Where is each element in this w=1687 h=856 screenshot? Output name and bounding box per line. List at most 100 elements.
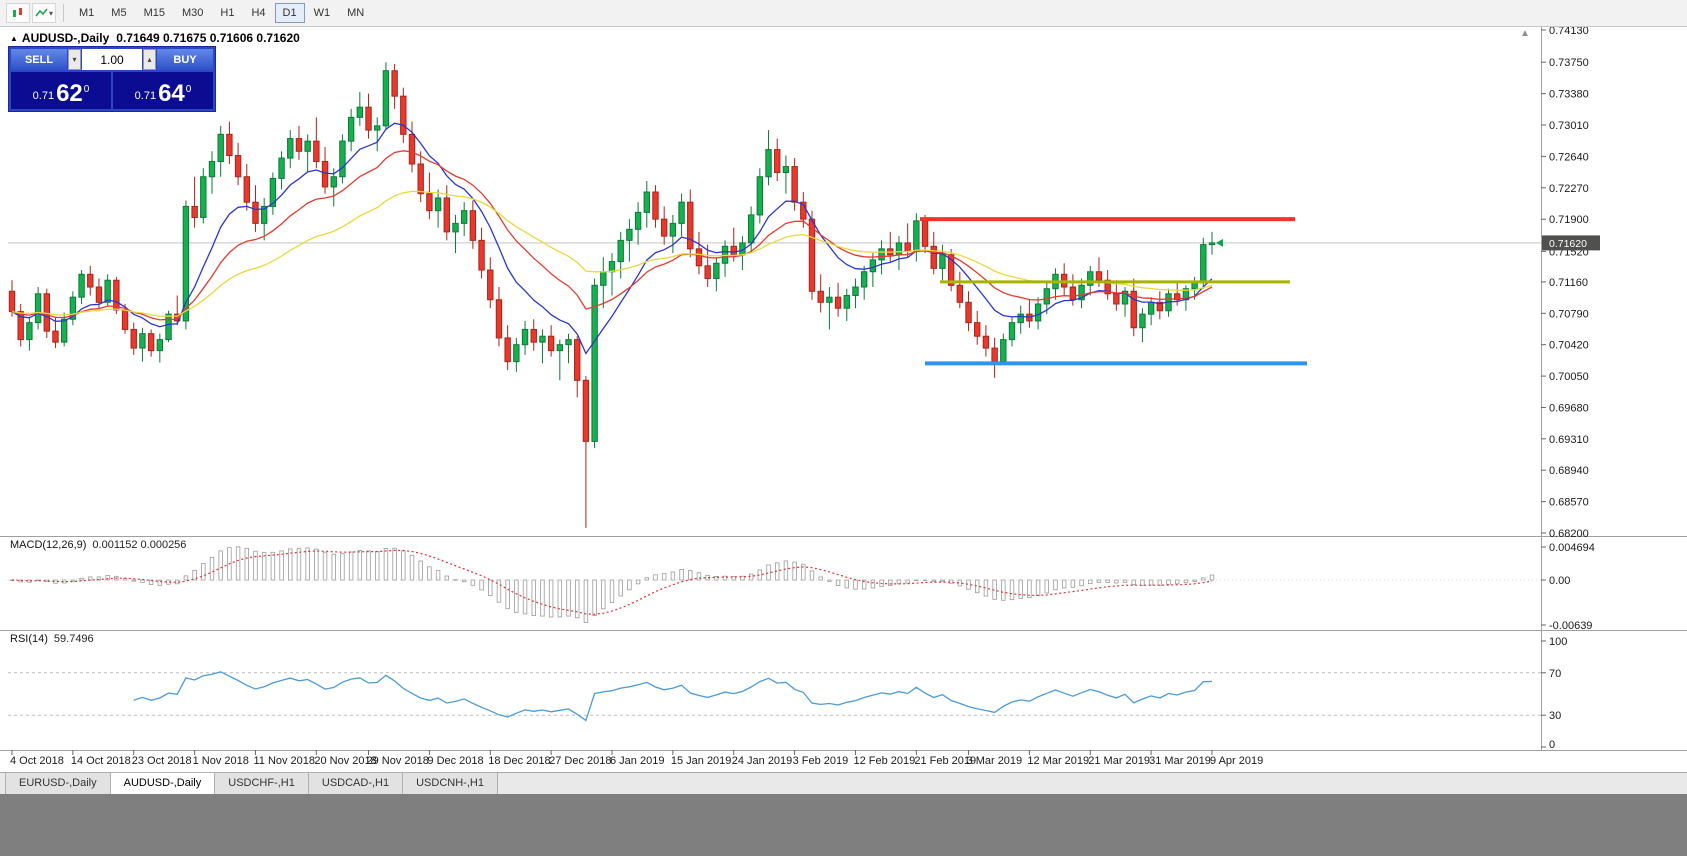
candle	[782, 166, 790, 174]
timeframe-button-w1[interactable]: W1	[313, 7, 331, 19]
candle	[234, 155, 242, 178]
candle	[217, 133, 224, 162]
candle	[417, 163, 424, 195]
candle	[139, 333, 146, 349]
timeframe-button-h1[interactable]: H1	[220, 7, 235, 19]
candle	[469, 210, 477, 241]
rsi-axis-label: 100	[1549, 636, 1567, 648]
buy-price-display[interactable]: 0.71 64 0	[113, 72, 213, 109]
candle	[1087, 271, 1094, 286]
price-axis-label: 0.73750	[1549, 57, 1589, 69]
dropdown-caret-icon: ▾	[48, 8, 53, 18]
chart-tab-usdcnh-h1[interactable]: USDCNH-,H1	[402, 772, 498, 794]
chart-tab-eurusd-daily[interactable]: EURUSD-,Daily	[5, 772, 111, 794]
buy-price-prefix: 0.71	[134, 90, 157, 102]
candle	[200, 176, 207, 218]
buy-button[interactable]: BUY	[157, 49, 213, 70]
timeframe-button-d1[interactable]: D1	[274, 3, 305, 23]
candle	[1043, 288, 1050, 305]
candle	[1121, 290, 1129, 305]
candle	[756, 176, 764, 216]
candle	[1147, 301, 1155, 315]
timeframe-button-mn[interactable]: MN	[347, 7, 365, 19]
price-axis-label: 0.73010	[1549, 120, 1589, 132]
candle	[1174, 293, 1181, 301]
candle	[495, 299, 503, 339]
candle	[487, 269, 494, 301]
candle	[904, 242, 911, 252]
candle	[1017, 313, 1024, 324]
candle	[660, 218, 668, 237]
last-price-marker	[1216, 238, 1223, 247]
candle	[365, 106, 372, 131]
candle	[26, 322, 33, 341]
bid-price-badge	[1542, 235, 1600, 251]
candle	[434, 197, 442, 212]
candle	[895, 242, 903, 256]
candlestick-glyph	[13, 8, 22, 17]
timeframe-button-m1[interactable]: M1	[79, 7, 95, 19]
rsi-name: RSI(14)	[10, 633, 48, 645]
one-click-trading-panel: SELL ▾ 1.00 ▴ BUY 0.71 62 0 0.71 64 0	[8, 46, 216, 112]
candle	[208, 160, 216, 178]
candle	[1200, 244, 1207, 284]
candle	[678, 201, 685, 224]
candle	[260, 205, 268, 224]
one-click-collapse-icon[interactable]: ▲	[10, 34, 18, 43]
candle	[791, 166, 798, 203]
candle	[556, 344, 564, 352]
candle	[774, 149, 781, 174]
candle	[869, 259, 877, 273]
candle	[156, 339, 164, 352]
candle	[147, 333, 155, 352]
chart-tab-usdcad-h1[interactable]: USDCAD-,H1	[307, 772, 404, 794]
chart-scroll-icon[interactable]: ▲	[1520, 28, 1530, 39]
chart-tab-usdchf-h1[interactable]: USDCHF-,H1	[214, 772, 309, 794]
time-axis-label: 12 Mar 2019	[1027, 755, 1089, 767]
macd-name: MACD(12,26,9)	[10, 539, 87, 551]
ma-40-line	[11, 190, 1213, 317]
candle	[69, 296, 77, 320]
candle	[817, 290, 824, 303]
timeframe-button-m30[interactable]: M30	[181, 7, 204, 19]
candle	[313, 140, 320, 162]
chart-header: ▲ AUDUSD-,Daily 0.71649 0.71675 0.71606 0.…	[10, 31, 300, 45]
rsi-axis-label: 30	[1549, 710, 1561, 722]
rsi-pane-label: RSI(14) 59.7496	[10, 633, 94, 645]
time-axis-label: 27 Dec 2018	[549, 755, 611, 767]
candle	[243, 176, 250, 203]
indicators-dropdown-icon[interactable]: ▾	[32, 3, 56, 23]
chart-tool-icon[interactable]	[6, 3, 30, 23]
buy-price-pip: 0	[185, 84, 192, 95]
candle	[182, 205, 190, 322]
candle	[104, 279, 111, 303]
candle	[1095, 271, 1103, 281]
candle	[860, 271, 868, 288]
candle	[78, 273, 85, 298]
timeframe-button-h4[interactable]: H4	[251, 7, 266, 19]
candle	[426, 193, 433, 212]
sell-price-display[interactable]: 0.71 62 0	[11, 72, 111, 109]
time-axis-label: 6 Jan 2019	[610, 755, 664, 767]
ma-10-line	[11, 122, 1213, 355]
candle	[330, 176, 337, 188]
candle	[600, 271, 607, 286]
candle	[339, 140, 346, 178]
volume-input[interactable]: 1.00	[82, 49, 142, 70]
candle	[226, 133, 233, 157]
volume-decrement-button[interactable]: ▾	[68, 49, 81, 70]
sell-button[interactable]: SELL	[11, 49, 67, 70]
price-axis-label: 0.69310	[1549, 434, 1589, 446]
time-axis-label: 4 Oct 2018	[10, 755, 64, 767]
candle	[617, 239, 624, 263]
candle	[982, 335, 990, 349]
volume-increment-button[interactable]: ▴	[143, 49, 156, 70]
candle	[8, 290, 16, 313]
timeframe-button-m15[interactable]: M15	[143, 7, 165, 19]
price-chart-canvas[interactable]: 0.74130 0.73750 0.73380 0.73010 0.72640 0.722…	[0, 0, 1687, 772]
candle	[574, 339, 581, 381]
chart-tab-audusd-daily[interactable]: AUDUSD-,Daily	[109, 772, 216, 794]
macd-signal-line	[11, 549, 1213, 615]
timeframe-button-m5[interactable]: M5	[111, 7, 127, 19]
macd-axis-label: 0.00	[1549, 575, 1570, 587]
